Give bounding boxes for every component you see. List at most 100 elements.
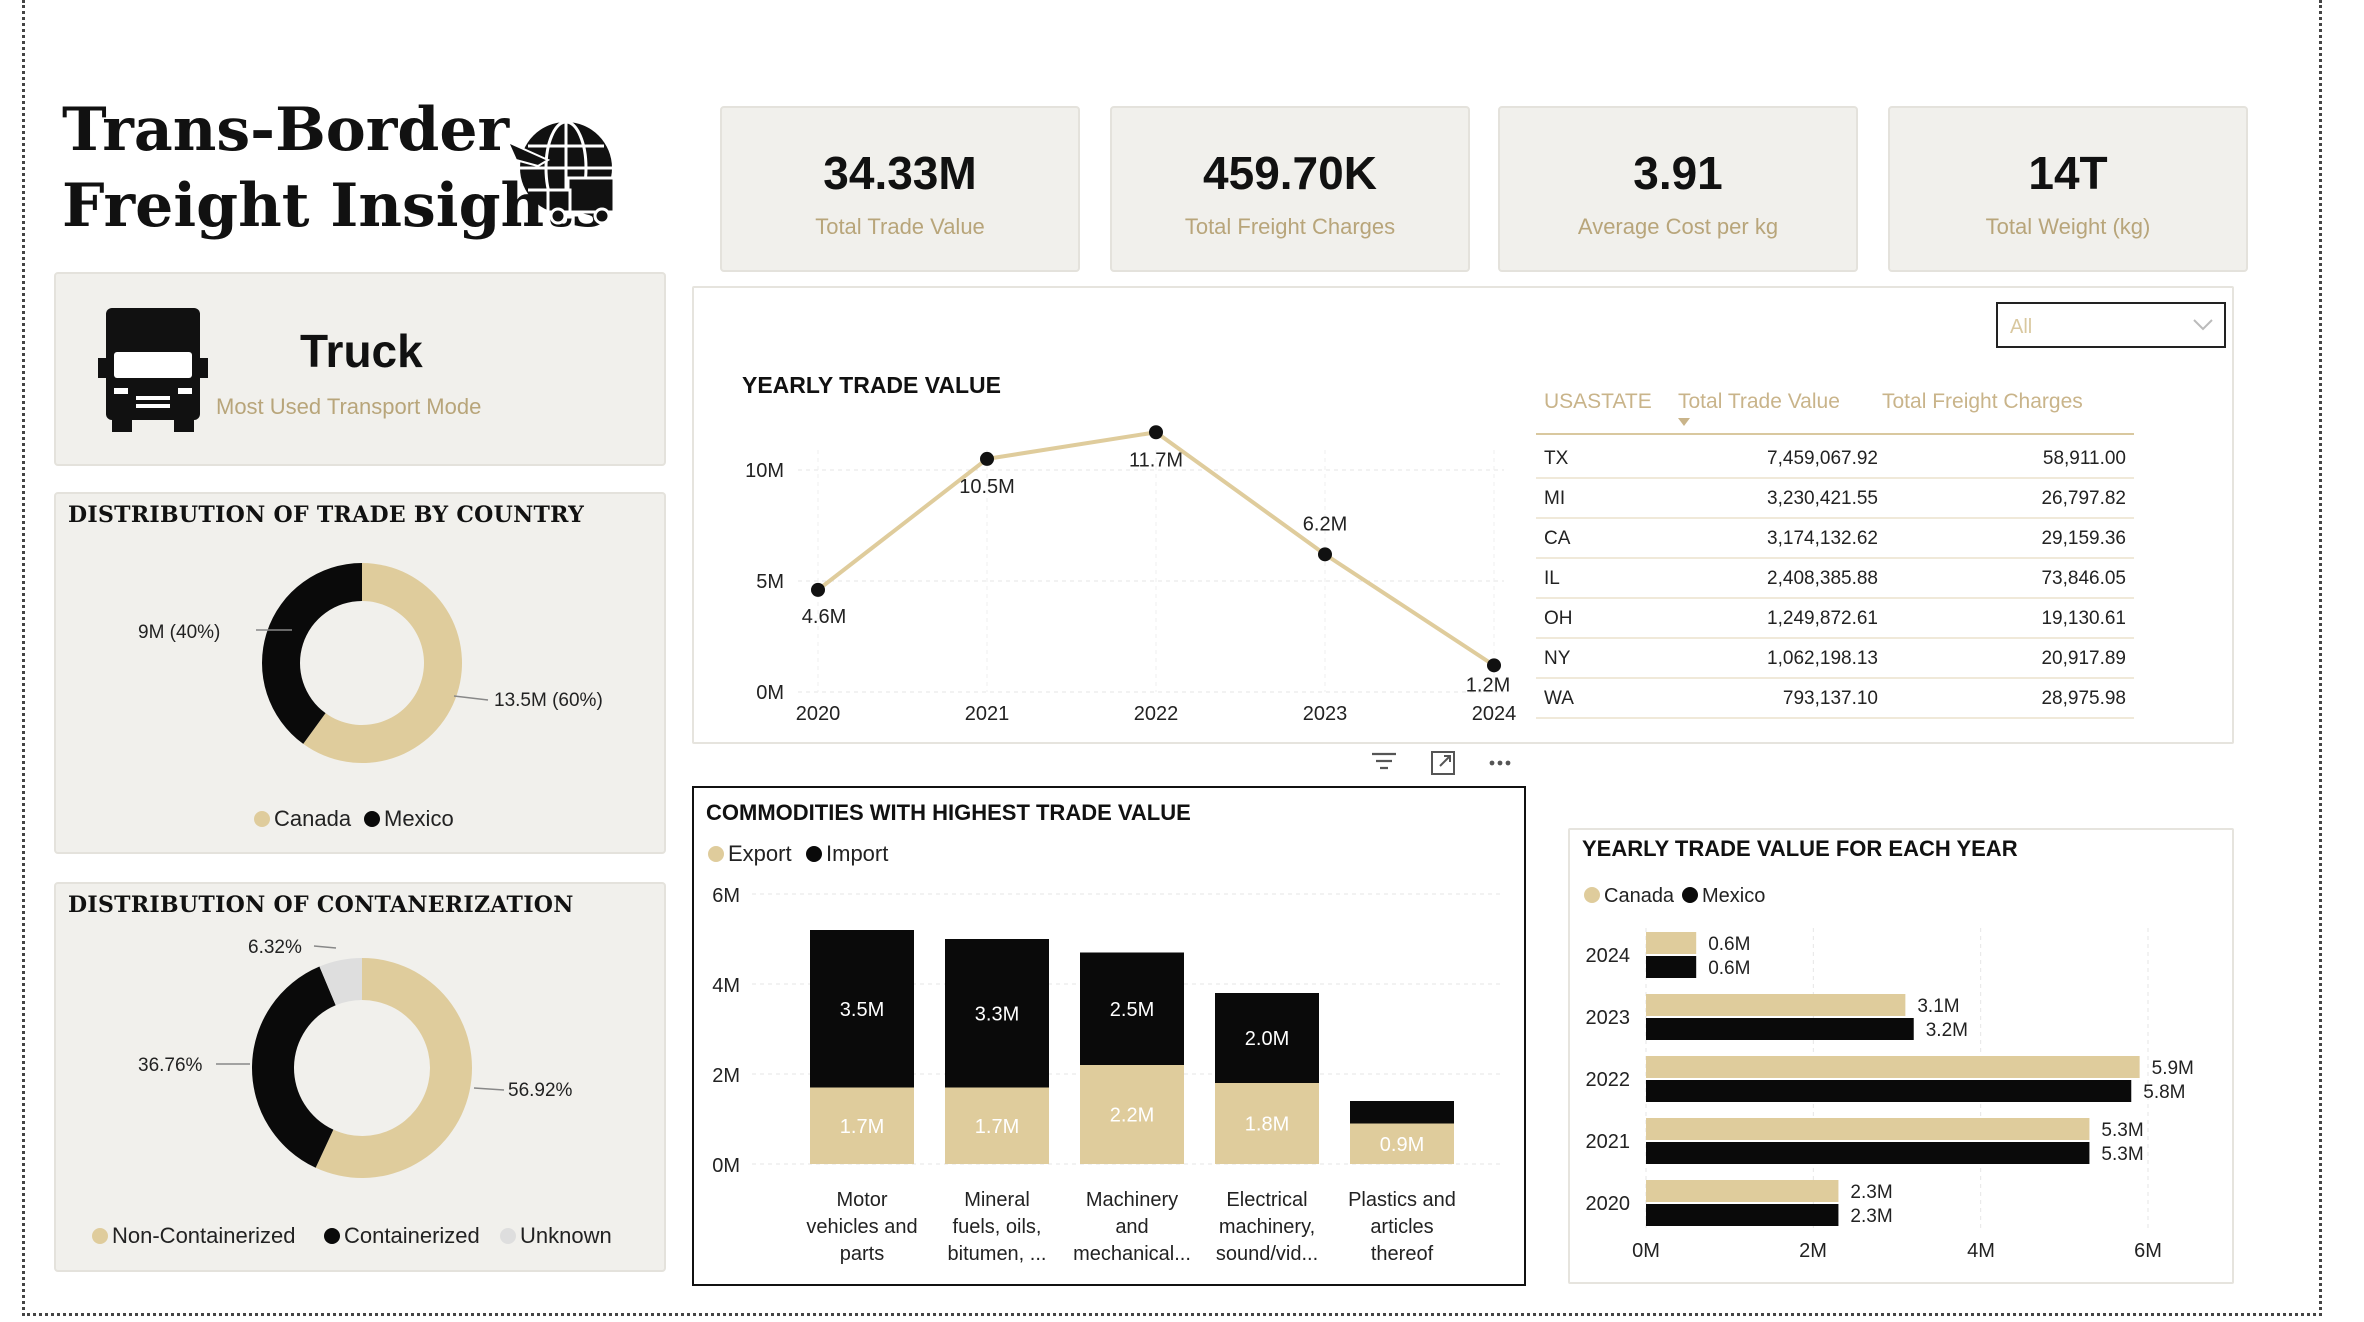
bar-export[interactable] — [945, 1087, 1049, 1165]
y-tick-label: 4M — [712, 975, 740, 997]
bar-export[interactable] — [1215, 1083, 1319, 1164]
table-cell: 2,408,385.88 — [1767, 568, 1878, 589]
table-header[interactable]: Total Trade Value — [1678, 390, 1840, 413]
y-tick-label: 6M — [712, 885, 740, 907]
kpi-card-total-trade-value[interactable]: 34.33M Total Trade Value — [720, 106, 1080, 272]
bar-import[interactable] — [1080, 952, 1184, 1066]
data-point[interactable] — [1149, 425, 1163, 440]
focus-mode-icon[interactable] — [1431, 751, 1455, 775]
donut-slice-canada[interactable] — [303, 563, 462, 763]
globe-airplane-truck-icon — [508, 120, 616, 225]
bar-mexico[interactable] — [1646, 1080, 2132, 1102]
commodities-stacked-bar-chart[interactable]: COMMODITIES WITH HIGHEST TRADE VALUE Exp… — [692, 786, 1526, 1286]
kpi-value: 34.33M — [823, 147, 977, 199]
table-cell: 793,137.10 — [1783, 688, 1878, 709]
legend-label-canada: Canada — [274, 806, 352, 831]
legend-label-canada: Canada — [1604, 885, 1675, 907]
chevron-down-icon — [2193, 319, 2213, 331]
donut-slice-unknown[interactable] — [319, 958, 362, 1006]
bar-canada[interactable] — [1646, 1118, 2090, 1140]
bar-import[interactable] — [1350, 1101, 1454, 1124]
kpi-label: Total Trade Value — [815, 214, 985, 239]
bar-canada[interactable] — [1646, 994, 1906, 1016]
line-chart-marks: 4.6M 2020 10.5M 2021 11.7M 2022 6.2M 2023 1.2M 20… — [796, 425, 1516, 725]
yearly-trade-line-chart[interactable]: YEARLY TRADE VALUE 10M 5M 0M 4.6M 2020 10.… — [692, 286, 1552, 744]
bar-mexico[interactable] — [1646, 1142, 2090, 1164]
visual-header-toolbar — [1372, 751, 1511, 775]
country-distribution-panel[interactable]: DISTRIBUTION OF TRADE BY COUNTRY 9M (40%… — [54, 492, 666, 854]
bar-export[interactable] — [1080, 1065, 1184, 1164]
data-label: 6.2M — [1303, 513, 1347, 535]
data-label: 1.7M — [840, 1116, 884, 1138]
data-label: 3.2M — [1926, 1020, 1968, 1041]
legend-swatch-mexico — [364, 811, 380, 827]
category-label: mechanical... — [1073, 1243, 1191, 1265]
data-point[interactable] — [980, 451, 994, 466]
data-label: 11.7M — [1129, 449, 1183, 471]
containerization-panel-title: DISTRIBUTION OF CONTANERIZATION — [68, 892, 574, 918]
donut-slice-containerized[interactable] — [251, 966, 336, 1168]
bar-import[interactable] — [810, 930, 914, 1088]
y-tick-label: 5M — [756, 571, 784, 593]
bar-import[interactable] — [1215, 993, 1319, 1083]
data-label: 5.9M — [2152, 1058, 2194, 1079]
bar-import[interactable] — [945, 939, 1049, 1088]
state-table[interactable]: USASTATE Total Trade Value Total Freight C… — [1530, 370, 2150, 720]
bar-canada[interactable] — [1646, 1056, 2140, 1078]
bar-export[interactable] — [1350, 1123, 1454, 1165]
data-point[interactable] — [811, 582, 825, 597]
donut-slice-mexico[interactable] — [262, 563, 362, 744]
x-tick-label: 2022 — [1134, 703, 1179, 725]
data-point[interactable] — [1318, 547, 1332, 562]
yearly-country-bar-chart[interactable]: YEARLY TRADE VALUE FOR EACH YEAR Canada … — [1568, 828, 2234, 1284]
commodities-title: COMMODITIES WITH HIGHEST TRADE VALUE — [706, 800, 1191, 825]
legend-swatch-unknown — [500, 1228, 516, 1244]
bar-mexico[interactable] — [1646, 1018, 1914, 1040]
table-cell: 1,062,198.13 — [1767, 648, 1878, 669]
filter-icon[interactable] — [1372, 752, 1396, 770]
category-label: Mineral — [964, 1189, 1030, 1211]
data-label: 0.6M — [1708, 958, 1750, 979]
containerization-donut-slices — [251, 958, 472, 1178]
slice-label-mexico: 9M (40%) — [138, 622, 220, 643]
table-cell: 3,230,421.55 — [1767, 488, 1878, 509]
kpi-card-total-freight-charges[interactable]: 459.70K Total Freight Charges — [1110, 106, 1470, 272]
kpi-value: 14T — [2028, 147, 2108, 199]
data-label: 3.1M — [1917, 996, 1959, 1017]
kpi-card-average-cost[interactable]: 3.91 Average Cost per kg — [1498, 106, 1858, 272]
data-label: 10.5M — [959, 476, 1015, 498]
country-panel-title: DISTRIBUTION OF TRADE BY COUNTRY — [68, 502, 585, 528]
table-cell: 1,249,872.61 — [1767, 608, 1878, 629]
table-cell: 29,159.36 — [2041, 528, 2126, 549]
category-label: 2024 — [1586, 945, 1631, 967]
more-options-icon[interactable] — [1489, 760, 1511, 766]
data-label: 1.8M — [1245, 1114, 1289, 1136]
country-donut-chart: 9M (40%) 13.5M (60%) Canada Mexico — [138, 563, 603, 831]
table-header[interactable]: Total Freight Charges — [1882, 390, 2083, 413]
containerization-panel[interactable]: DISTRIBUTION OF CONTANERIZATION 6.32% 36… — [54, 882, 666, 1272]
data-label: 4.6M — [802, 606, 846, 628]
category-label: Electrical — [1226, 1189, 1307, 1211]
kpi-card-total-weight[interactable]: 14T Total Weight (kg) — [1888, 106, 2248, 272]
kpi-label: Total Weight (kg) — [1985, 214, 2151, 239]
donut-slice-non-containerized[interactable] — [315, 958, 472, 1178]
data-label: 2.3M — [1850, 1182, 1892, 1203]
data-label: 1.2M — [1466, 674, 1510, 696]
transport-mode-card[interactable]: Truck Most Used Transport Mode — [54, 272, 666, 466]
usastate-filter-dropdown[interactable]: All — [1996, 302, 2226, 348]
legend-label-export: Export — [728, 841, 792, 866]
table-cell: 3,174,132.62 — [1767, 528, 1878, 549]
bar-mexico[interactable] — [1646, 956, 1697, 978]
bar-canada[interactable] — [1646, 932, 1697, 954]
title-line-1: Trans-Border — [62, 95, 510, 165]
yearly-country-bars: 2024 0.6M 0.6M 2023 3.1M 3.2M 2022 5.9M 5.8M 2021… — [1586, 932, 2194, 1227]
table-cell: 20,917.89 — [2041, 648, 2126, 669]
category-label: fuels, oils, — [953, 1216, 1042, 1238]
data-point[interactable] — [1487, 658, 1501, 673]
slice-label-unknown: 6.32% — [248, 937, 302, 958]
table-header[interactable]: USASTATE — [1544, 390, 1652, 413]
bar-export[interactable] — [810, 1087, 914, 1165]
bar-canada[interactable] — [1646, 1180, 1839, 1202]
data-label: 2.0M — [1245, 1028, 1289, 1050]
bar-mexico[interactable] — [1646, 1204, 1839, 1226]
